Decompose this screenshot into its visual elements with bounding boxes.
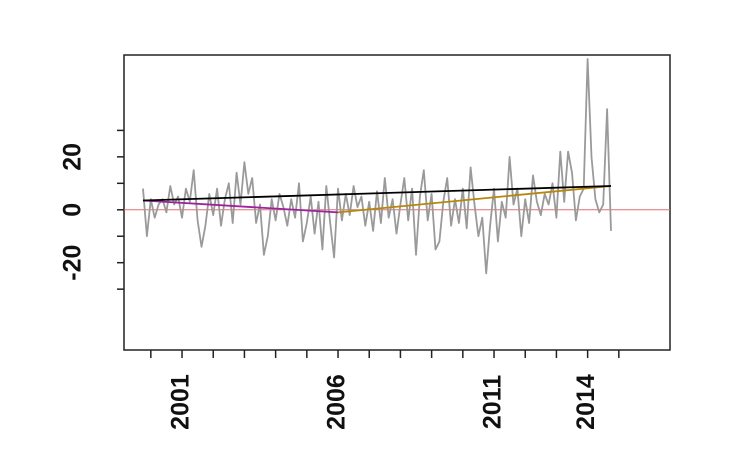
series-line xyxy=(142,58,612,275)
plot-frame xyxy=(123,54,671,351)
x-tick-label: 2014 xyxy=(572,374,600,430)
y-tick-label: -20 xyxy=(59,245,87,281)
x-tick-label: 2001 xyxy=(167,374,195,430)
trend-line xyxy=(142,199,339,214)
x-tick-label: 2006 xyxy=(323,374,351,430)
trend-line xyxy=(142,185,612,202)
trend-line xyxy=(337,185,612,214)
y-tick-label: 20 xyxy=(59,143,87,171)
y-tick-label: 0 xyxy=(59,203,87,217)
x-tick-label: 2011 xyxy=(479,375,507,429)
